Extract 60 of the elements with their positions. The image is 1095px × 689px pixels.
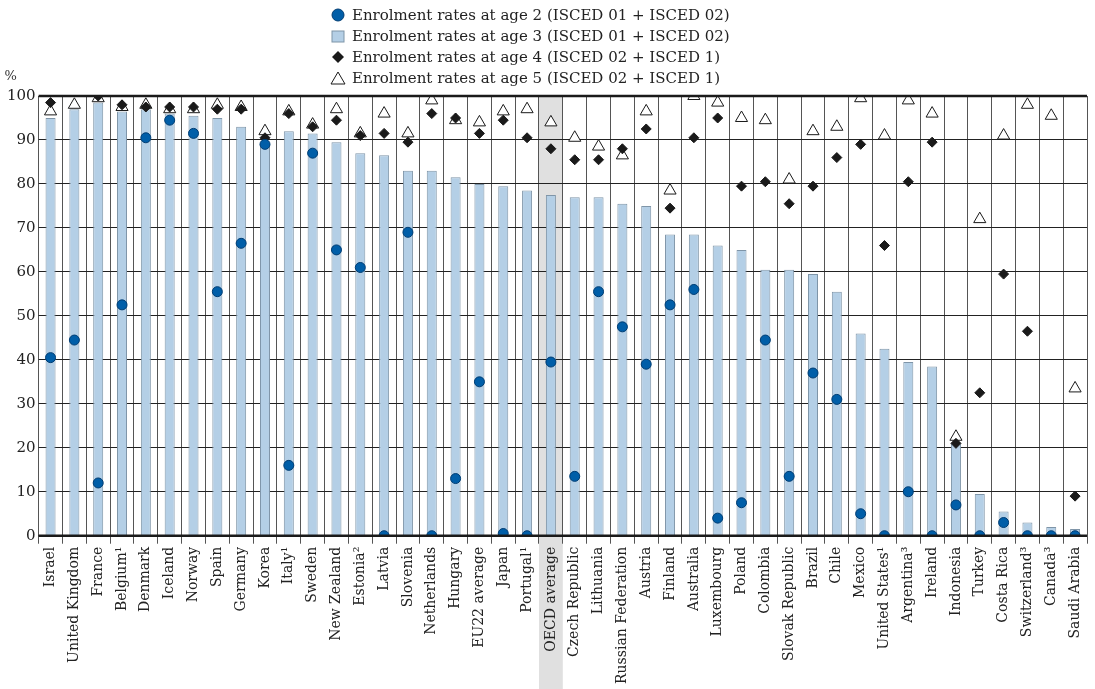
y-tick-label: 40 xyxy=(16,349,36,368)
x-tick-label: Israel xyxy=(41,546,58,588)
x-tick-label: Korea xyxy=(255,546,272,589)
x-tick-label: Latvia xyxy=(374,546,391,591)
legend-label: Enrolment rates at age 2 (ISCED 01 + ISCED 02) xyxy=(352,5,730,24)
x-tick-label: Ireland xyxy=(922,546,939,599)
x-tick-label: Argentina³ xyxy=(898,546,915,624)
x-tick-label: Portugal¹ xyxy=(517,546,534,613)
x-tick-label: Lithuania xyxy=(589,546,606,615)
x-tick-label: Germany xyxy=(231,546,248,612)
x-tick-label: Estonia² xyxy=(350,546,367,606)
legend-label: Enrolment rates at age 3 (ISCED 01 + ISCED 02) xyxy=(352,26,730,45)
x-tick-label: Czech Republic xyxy=(565,546,582,657)
x-tick-label: Slovak Republic xyxy=(779,546,796,661)
x-tick-label: Saudi Arabia xyxy=(1065,546,1082,639)
x-tick-label: Slovenia xyxy=(398,546,415,608)
x-tick-label: Spain xyxy=(207,546,224,588)
x-tick-label: New Zealand xyxy=(327,546,344,641)
x-tick-label: Russian Federation xyxy=(613,546,630,685)
y-axis-title: % xyxy=(4,68,17,83)
x-tick-label: Turkey xyxy=(970,546,987,597)
x-tick-label: Japan xyxy=(493,546,510,590)
x-tick-label: Belgium¹ xyxy=(112,546,129,612)
x-tick-label: Sweden xyxy=(303,546,320,603)
x-tick-label: Mexico xyxy=(851,546,868,598)
x-tick-label: Colombia xyxy=(755,546,772,614)
y-tick-label: 10 xyxy=(16,481,36,500)
x-tick-label: Australia xyxy=(684,546,701,612)
x-tick-label: United States¹ xyxy=(875,546,892,650)
x-tick-label: Brazil xyxy=(803,546,820,589)
x-tick-label: OECD average xyxy=(541,546,558,652)
y-tick-label: 90 xyxy=(16,129,36,148)
x-tick-label: Finland xyxy=(660,546,677,601)
legend-label: Enrolment rates at age 5 (ISCED 02 + ISCED 1) xyxy=(352,68,721,87)
x-tick-label: Canada³ xyxy=(1041,546,1058,607)
x-tick-label: France xyxy=(88,546,105,597)
x-tick-label: Iceland xyxy=(160,546,177,600)
x-tick-label: Hungary xyxy=(446,546,463,609)
y-tick-label: 20 xyxy=(16,437,36,456)
x-tick-label: Denmark xyxy=(136,546,153,613)
x-tick-label: Chile xyxy=(827,546,844,584)
x-tick-label: EU22 average xyxy=(470,546,487,648)
y-tick-label: 0 xyxy=(26,525,36,544)
legend-label: Enrolment rates at age 4 (ISCED 02 + ISCED 1) xyxy=(352,47,721,66)
x-tick-label: Costa Rica xyxy=(994,546,1011,623)
y-tick-label: 70 xyxy=(16,217,36,236)
x-tick-label: Italy¹ xyxy=(279,546,296,585)
x-tick-label: Norway xyxy=(184,546,201,603)
x-tick-label: Austria xyxy=(636,546,653,600)
y-tick-label: 100 xyxy=(6,85,36,104)
x-tick-label: Switzerland³ xyxy=(1018,546,1035,638)
y-tick-label: 30 xyxy=(16,393,36,412)
y-tick-label: 50 xyxy=(16,305,36,324)
y-tick-label: 60 xyxy=(16,261,36,280)
x-tick-label: United Kingdom xyxy=(65,546,82,663)
x-tick-label: Netherlands xyxy=(422,546,439,635)
x-tick-label: Indonesia xyxy=(946,546,963,616)
y-tick-label: 80 xyxy=(16,173,36,192)
x-tick-label: Poland xyxy=(732,546,749,595)
x-tick-label: Luxembourg xyxy=(708,546,725,637)
